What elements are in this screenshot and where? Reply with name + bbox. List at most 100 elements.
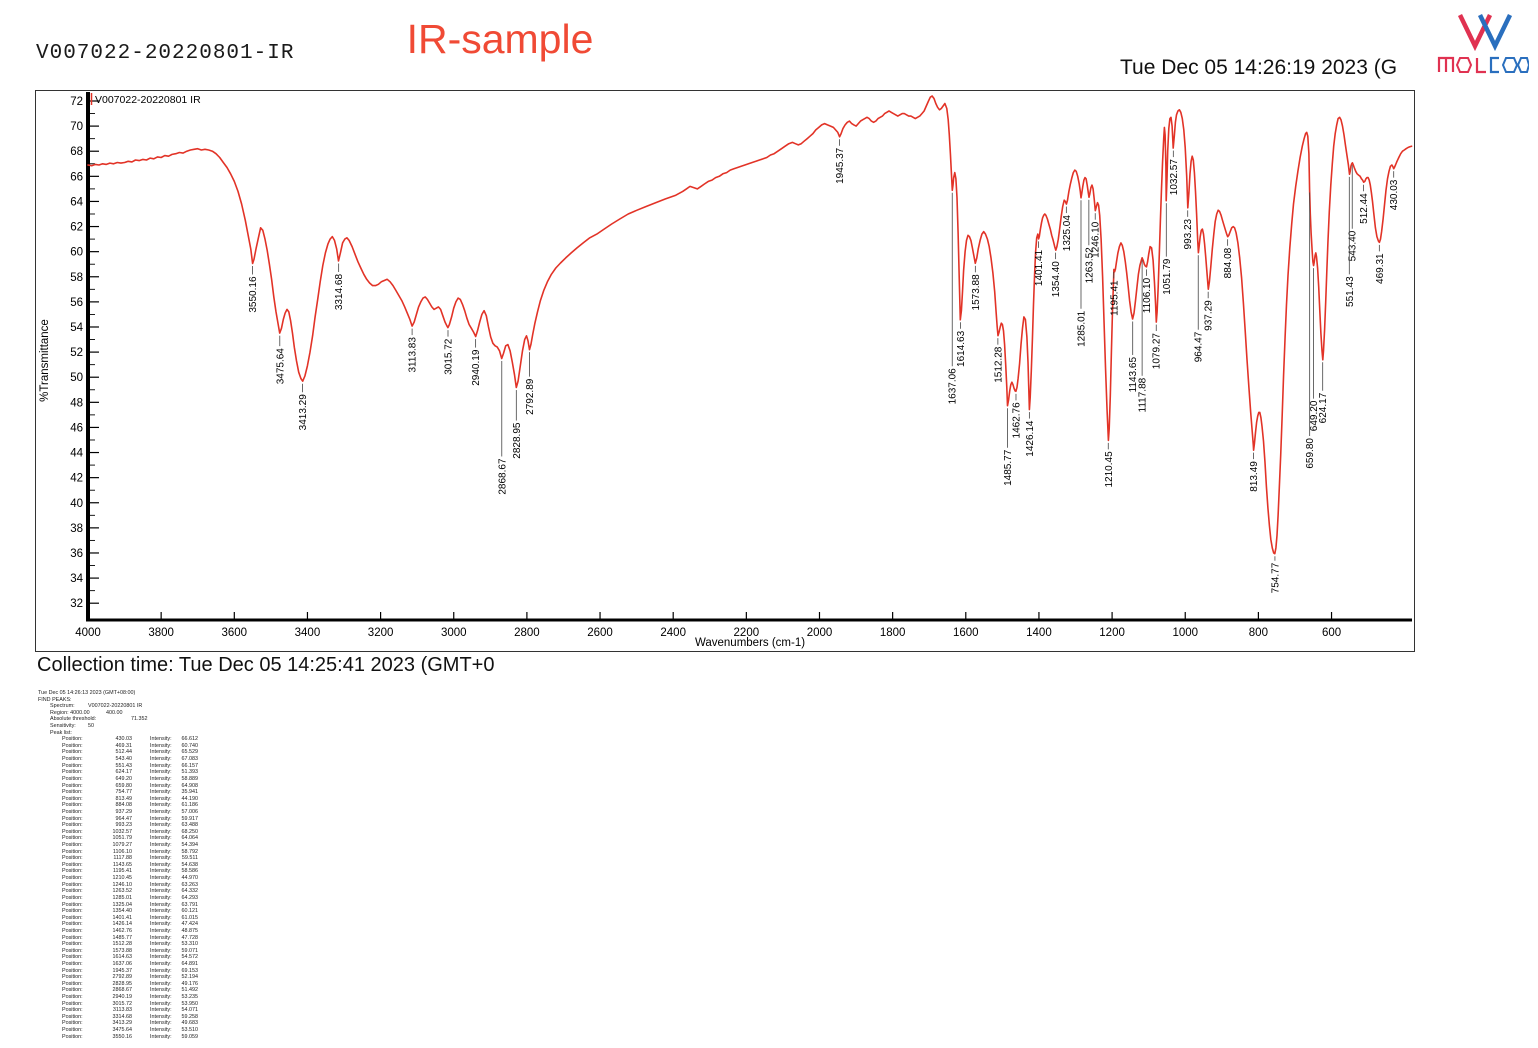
peak-text: Position: [62,736,83,743]
peak-text: Position: [62,908,83,915]
y-tick-label: 70 [70,121,83,133]
peak-row: Position: 1485.77 Intensity: 47.728 [38,935,298,942]
peak-text: Position: [62,994,83,1001]
peak-row: Position: 1210.45 Intensity: 44.970 [38,875,298,882]
peak-text: Intensity: [150,808,172,815]
peak-text: Position: [62,742,83,749]
y-tick-label: 54 [70,322,83,334]
peak-label: 3550.16 [248,276,259,313]
peak-row: Position: 884.08 Intensity: 61.186 [38,802,298,809]
peak-label: 659.80 [1305,438,1316,469]
peak-label: 1195.41 [1109,280,1120,316]
peak-value: 63.488 [181,822,199,829]
y-tick-label: 60 [70,247,83,259]
peak-value: 813.49 [115,795,133,802]
peak-row: Position: 1032.57 Intensity: 68.250 [38,829,298,836]
peak-row: Position: 1117.88 Intensity: 59.511 [38,855,298,862]
peak-label: 543.40 [1348,230,1359,261]
y-tick-label: 52 [70,347,83,359]
peak-text: Position: [62,967,83,974]
peak-value: 1512.28 [112,941,133,948]
peak-value: 54.638 [181,861,199,868]
peak-label: 2828.95 [512,422,523,459]
peak-value: 64.332 [181,888,199,895]
y-tick-label: 66 [70,171,83,183]
peak-text: Intensity: [150,1007,172,1014]
peak-text: Position: [62,934,83,941]
peak-value: 47.728 [181,934,199,941]
peak-text: Intensity: [150,967,172,974]
peak-text: Intensity: [150,888,172,895]
peak-value: 430.03 [115,736,133,743]
peak-label: 1106.10 [1142,277,1153,313]
peak-value: 2828.95 [112,980,133,987]
peak-value: 64.891 [181,960,199,967]
peak-value: 63.791 [181,901,199,908]
peak-text: Sensitivity: [50,723,76,730]
peak-value: 57.006 [181,808,199,815]
peak-value: 2940.19 [112,994,133,1001]
peak-text: Intensity: [150,914,172,921]
peak-value: 52.194 [181,974,199,981]
peak-text: Intensity: [150,749,172,756]
peak-label: 1210.45 [1104,451,1115,488]
peak-row: Position: 3314.68 Intensity: 59.258 [38,1014,298,1021]
y-tick-label: 40 [70,498,83,510]
y-tick-label: 56 [70,297,83,309]
peak-value: 1401.41 [112,914,133,921]
peak-text: Intensity: [150,762,172,769]
peak-text: Position: [62,815,83,822]
peak-value: 3413.29 [112,1020,133,1027]
peak-label: 1401.41 [1034,249,1045,286]
peak-text: Intensity: [150,1000,172,1007]
peak-text: Intensity: [150,769,172,776]
peak-label: 649.20 [1309,400,1320,431]
peak-text: Position: [62,835,83,842]
peak-value: 1051.79 [112,835,133,842]
peak-value: 54.572 [181,954,199,961]
peak-label: 1637.06 [948,368,959,405]
peak-text: Peak list: [50,729,72,736]
peak-text: Position: [62,775,83,782]
peak-value: 2792.89 [112,974,133,981]
peak-text: Position: [62,795,83,802]
peak-value: 35.941 [181,789,199,796]
peak-row: Position: 2868.67 Intensity: 51.492 [38,987,298,994]
peak-value: 61.186 [181,802,199,809]
peak-text: Intensity: [150,822,172,829]
peak-label: 1426.14 [1025,420,1036,457]
peak-value: 754.77 [115,789,133,796]
peak-text: Intensity: [150,941,172,948]
peak-value: 51.393 [181,769,199,776]
peak-value: 3314.68 [112,1013,133,1020]
peak-row: Position: 1143.65 Intensity: 54.638 [38,862,298,869]
peak-text: Spectrum: [50,703,75,710]
peak-text: Position: [62,1013,83,1020]
peak-text: Intensity: [150,921,172,928]
y-tick-label: 68 [70,146,83,158]
x-tick-label: 1600 [953,627,979,639]
peak-text: Intensity: [150,901,172,908]
peak-text: Absolute threshold: [50,716,97,723]
peak-label: 1285.01 [1076,310,1087,347]
peak-value: 54.394 [181,842,199,849]
peak-value: 1285.01 [112,894,133,901]
peak-text: Intensity: [150,802,172,809]
peak-label: 1614.63 [956,330,967,367]
peak-value: 66.157 [181,762,199,769]
peak-text: Intensity: [150,908,172,915]
peak-value: 1079.27 [112,842,133,849]
peak-value: 59.059 [181,1033,199,1040]
peak-text: Intensity: [150,954,172,961]
peak-value: 3475.64 [112,1027,133,1034]
peak-value: 1143.65 [112,861,132,868]
peak-row: Position: 1354.40 Intensity: 60.121 [38,908,298,915]
peak-text: Position: [62,861,83,868]
peak-report-line: Peak list: [38,730,298,737]
peak-text: Position: [62,1033,83,1040]
peak-row: Position: 1263.52 Intensity: 64.332 [38,888,298,895]
y-tick-label: 42 [70,473,83,485]
peak-text: Intensity: [150,875,172,882]
peak-label: 3015.72 [443,338,454,375]
